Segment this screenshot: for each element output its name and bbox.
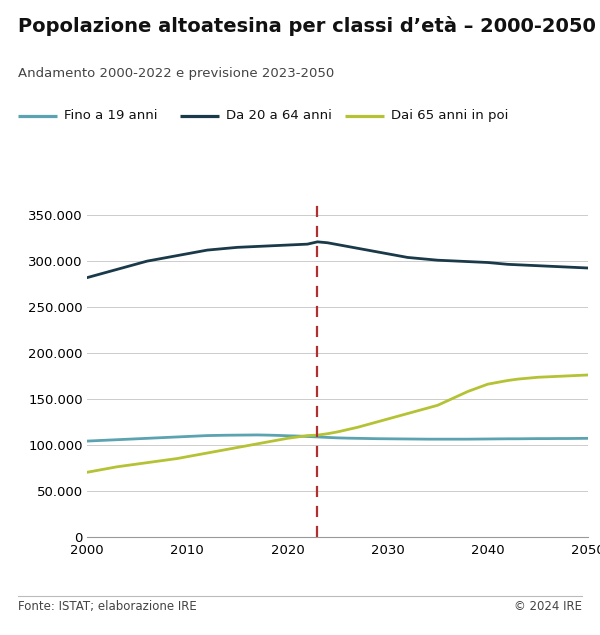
- Text: © 2024 IRE: © 2024 IRE: [514, 600, 582, 613]
- Text: Andamento 2000-2022 e previsione 2023-2050: Andamento 2000-2022 e previsione 2023-20…: [18, 67, 334, 79]
- Text: Fino a 19 anni: Fino a 19 anni: [64, 109, 158, 122]
- Text: Da 20 a 64 anni: Da 20 a 64 anni: [226, 109, 332, 122]
- Text: Fonte: ISTAT; elaborazione IRE: Fonte: ISTAT; elaborazione IRE: [18, 600, 197, 613]
- Text: Dai 65 anni in poi: Dai 65 anni in poi: [391, 109, 509, 122]
- Text: Popolazione altoatesina per classi d’età – 2000-2050: Popolazione altoatesina per classi d’età…: [18, 16, 596, 36]
